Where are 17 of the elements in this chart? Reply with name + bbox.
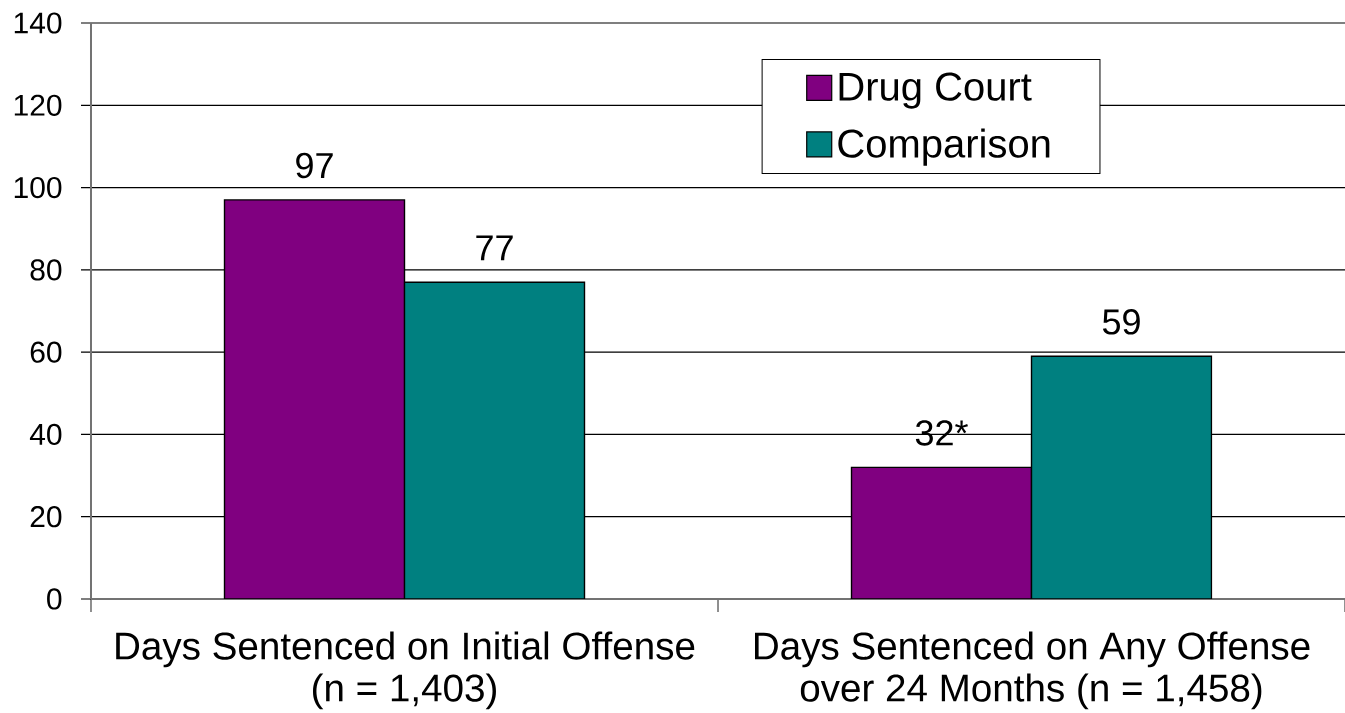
x-tick-label: Days Sentenced on Initial Offense (n = 1,403) — [116, 631, 695, 710]
y-tick-label: 140 — [14, 12, 62, 34]
data-label: 77 — [476, 235, 513, 261]
data-label: 59 — [1102, 309, 1140, 335]
y-tick-label: 120 — [14, 94, 62, 116]
y-tick-label: 40 — [29, 423, 62, 446]
legend-label: Comparison — [838, 128, 1050, 166]
y-tick-label: 80 — [30, 259, 62, 281]
legend-label: Drug Court — [839, 72, 1032, 109]
y-tick-label: 0 — [47, 588, 62, 610]
bar — [223, 199, 406, 599]
y-tick-label: 100 — [14, 176, 62, 199]
x-tick-label: Days Sentenced on Any Offense over 24 Months (n = 1,458) — [755, 631, 1310, 710]
data-label: 97 — [296, 152, 333, 179]
y-tick-label: 60 — [30, 341, 62, 363]
y-tick-label: 20 — [30, 506, 62, 528]
bar — [850, 466, 1033, 599]
